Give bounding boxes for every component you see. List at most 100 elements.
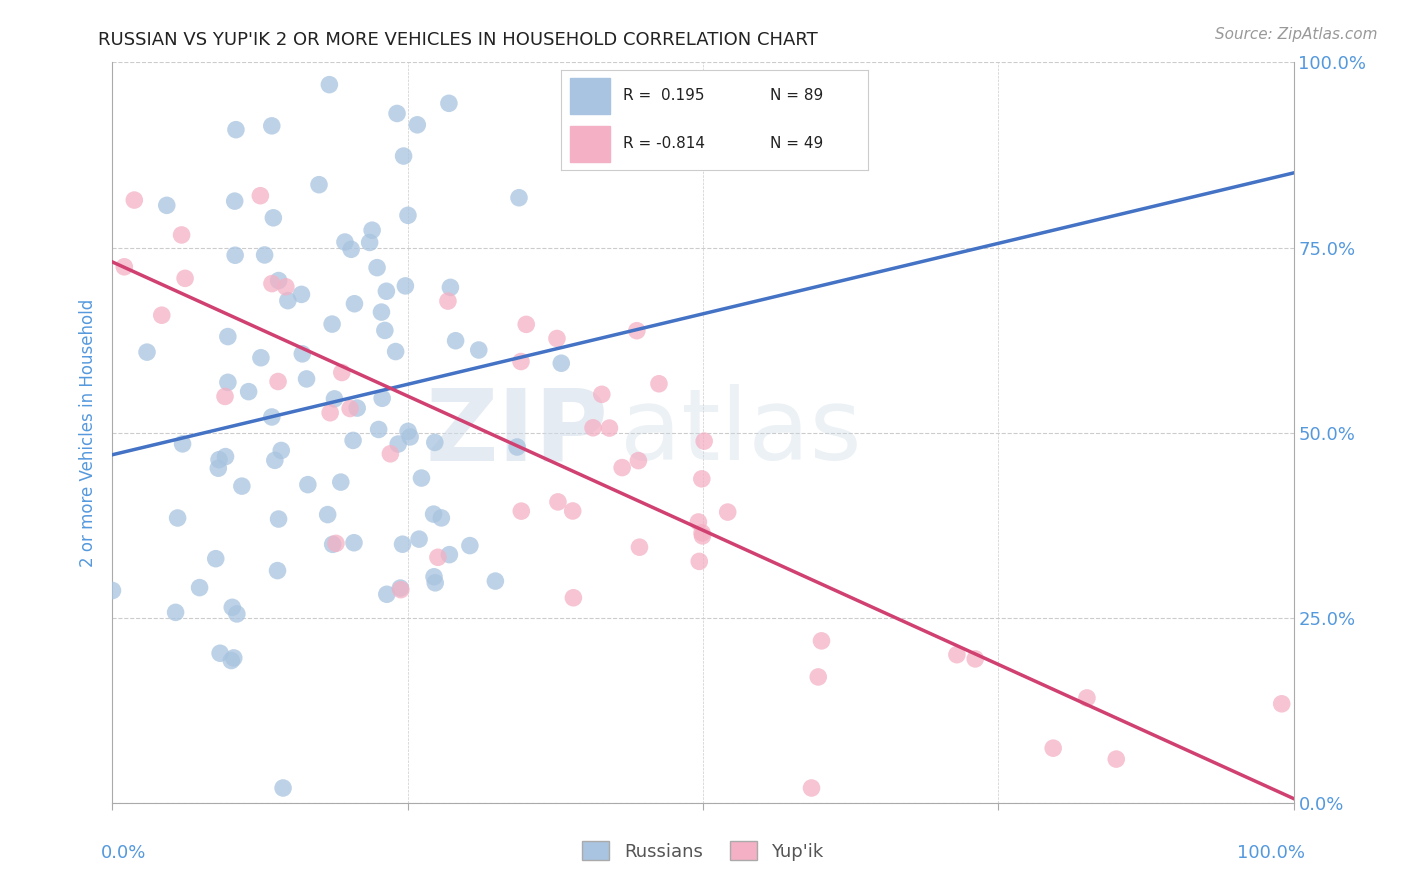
Point: [370, 305, 392, 319]
Point: [308, 178, 330, 192]
Point: [510, 354, 533, 368]
Point: [291, 347, 314, 361]
Point: [1105, 752, 1128, 766]
Text: 100.0%: 100.0%: [1237, 844, 1305, 862]
Point: [946, 648, 969, 662]
Point: [562, 591, 585, 605]
Point: [323, 392, 346, 406]
Point: [316, 508, 339, 522]
Point: [204, 551, 226, 566]
Text: atlas: atlas: [620, 384, 862, 481]
Point: [626, 324, 648, 338]
Point: [380, 447, 402, 461]
Point: [389, 582, 412, 597]
Point: [274, 280, 297, 294]
Point: [214, 450, 236, 464]
Point: [422, 507, 444, 521]
Point: [172, 437, 194, 451]
Point: [628, 540, 651, 554]
Point: [325, 536, 347, 550]
Point: [225, 122, 247, 136]
Point: [221, 654, 243, 668]
Point: [561, 504, 583, 518]
Point: [411, 471, 433, 485]
Point: [610, 460, 633, 475]
Text: 0.0%: 0.0%: [101, 844, 146, 862]
Point: [342, 434, 364, 448]
Point: [217, 376, 239, 390]
Point: [508, 191, 530, 205]
Point: [426, 550, 449, 565]
Point: [260, 119, 283, 133]
Point: [224, 194, 246, 208]
Point: [389, 581, 412, 595]
Point: [546, 331, 568, 345]
Point: [333, 235, 356, 249]
Point: [423, 570, 446, 584]
Point: [166, 511, 188, 525]
Point: [425, 575, 447, 590]
Legend: Russians, Yup'ik: Russians, Yup'ik: [575, 834, 831, 868]
Point: [690, 472, 713, 486]
Point: [339, 401, 361, 416]
Point: [214, 389, 236, 403]
Point: [506, 440, 529, 454]
Point: [648, 376, 671, 391]
Point: [598, 421, 620, 435]
Point: [692, 529, 714, 543]
Point: [170, 227, 193, 242]
Y-axis label: 2 or more Vehicles in Household: 2 or more Vehicles in Household: [79, 299, 97, 566]
Point: [1076, 690, 1098, 705]
Point: [267, 274, 290, 288]
Point: [238, 384, 260, 399]
Point: [1271, 697, 1294, 711]
Point: [693, 434, 716, 449]
Point: [217, 329, 239, 343]
Point: [437, 294, 460, 309]
Point: [439, 280, 461, 294]
Point: [591, 387, 613, 401]
Point: [547, 495, 569, 509]
Point: [329, 475, 352, 489]
Point: [343, 297, 366, 311]
Point: [124, 193, 146, 207]
Point: [408, 532, 430, 546]
Point: [208, 452, 231, 467]
Point: [112, 260, 135, 274]
Point: [270, 443, 292, 458]
Point: [406, 118, 429, 132]
Point: [1042, 741, 1064, 756]
Point: [396, 208, 419, 222]
Point: [290, 287, 312, 301]
Point: [262, 211, 284, 225]
Point: [250, 351, 273, 365]
Point: [391, 537, 413, 551]
Point: [224, 248, 246, 262]
Point: [439, 548, 461, 562]
Point: [394, 278, 416, 293]
Point: [225, 607, 247, 621]
Point: [343, 535, 366, 549]
Point: [387, 437, 409, 451]
Point: [253, 248, 276, 262]
Point: [430, 511, 453, 525]
Point: [174, 271, 197, 285]
Point: [266, 564, 288, 578]
Point: [384, 344, 406, 359]
Point: [297, 477, 319, 491]
Point: [209, 646, 232, 660]
Point: [267, 512, 290, 526]
Point: [322, 537, 344, 551]
Point: [260, 409, 283, 424]
Point: [392, 149, 415, 163]
Point: [267, 375, 290, 389]
Point: [437, 96, 460, 111]
Point: [330, 366, 353, 380]
Point: [150, 308, 173, 322]
Point: [340, 242, 363, 256]
Point: [690, 525, 713, 540]
Point: [156, 198, 179, 212]
Point: [366, 260, 388, 275]
Point: [396, 425, 419, 439]
Point: [221, 600, 243, 615]
